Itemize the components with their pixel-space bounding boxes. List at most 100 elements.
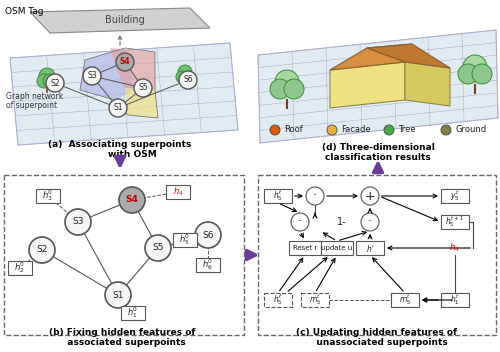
Text: (b) Fixing hidden features of: (b) Fixing hidden features of [49,328,195,337]
Text: $m_5^t$: $m_5^t$ [309,293,321,307]
Circle shape [83,67,101,85]
Circle shape [472,64,492,84]
Text: $m_5^t$: $m_5^t$ [399,293,411,307]
Circle shape [116,53,134,71]
Circle shape [134,79,152,97]
Text: ·: · [368,215,372,228]
Text: associated superpoints: associated superpoints [58,338,186,347]
Text: classification results: classification results [325,153,431,162]
Bar [441,293,469,307]
Text: OSM Tag: OSM Tag [5,7,44,16]
Text: $h_6^0$: $h_6^0$ [202,258,213,272]
Polygon shape [30,8,210,33]
Bar [196,258,220,272]
Circle shape [361,213,379,231]
Text: ·: · [298,215,302,228]
Circle shape [458,64,478,84]
Text: Roof: Roof [284,126,303,134]
Text: $h_5^t$: $h_5^t$ [273,293,283,307]
Circle shape [195,222,221,248]
Bar [441,189,469,203]
Circle shape [179,71,197,89]
Polygon shape [330,48,405,70]
Circle shape [463,55,487,79]
Bar [8,261,32,275]
Text: Graph network: Graph network [6,92,63,101]
Bar [4,175,244,335]
Bar [321,241,353,255]
Bar [166,185,190,199]
Circle shape [119,187,145,213]
Text: S4: S4 [120,57,130,67]
Text: S1: S1 [112,290,124,300]
Circle shape [441,125,451,135]
Bar [289,241,321,255]
Circle shape [65,209,91,235]
Polygon shape [330,62,405,108]
Circle shape [178,65,192,79]
Circle shape [105,282,131,308]
Text: S5: S5 [138,83,148,93]
Bar [441,215,469,229]
Text: $h_4$: $h_4$ [450,242,460,254]
Text: $y_5^t$: $y_5^t$ [450,189,460,203]
Text: Building: Building [105,15,145,25]
Circle shape [43,74,57,88]
Text: S3: S3 [72,218,84,226]
Text: $h_2^0$: $h_2^0$ [14,260,26,276]
Circle shape [29,237,55,263]
Text: $h_4$: $h_4$ [172,186,184,198]
Circle shape [270,79,290,99]
Text: $h_3^0$: $h_3^0$ [42,189,54,203]
Text: (d) Three-dimensional: (d) Three-dimensional [322,143,434,152]
Circle shape [361,187,379,205]
Polygon shape [110,48,155,90]
Text: S1: S1 [113,103,123,113]
Bar [356,241,384,255]
Text: Reset r: Reset r [293,245,317,251]
Circle shape [291,213,309,231]
Text: S3: S3 [87,71,97,81]
Text: of superpoint: of superpoint [6,101,57,110]
Text: $h_1^t$: $h_1^t$ [450,293,460,307]
Polygon shape [125,88,158,118]
Text: unassociated superpoints: unassociated superpoints [306,338,448,347]
Bar [301,293,329,307]
Polygon shape [405,62,450,106]
Text: S5: S5 [152,244,164,252]
Text: $h_5^{t+1}$: $h_5^{t+1}$ [446,215,464,230]
Circle shape [46,74,64,92]
Text: with OSM: with OSM [83,150,157,159]
Bar [173,233,197,247]
Text: $h_1^0$: $h_1^0$ [128,306,138,320]
Circle shape [145,235,171,261]
Text: Tree: Tree [398,126,415,134]
Text: update u: update u [322,245,352,251]
Circle shape [327,125,337,135]
Circle shape [306,187,324,205]
Text: Ground: Ground [455,126,486,134]
Text: (a)  Associating superpoints: (a) Associating superpoints [48,140,192,149]
Text: $h_5^0$: $h_5^0$ [180,233,190,247]
Circle shape [37,74,51,88]
Text: $h'$: $h'$ [366,243,374,253]
Polygon shape [10,43,238,145]
Polygon shape [258,30,498,143]
Text: S6: S6 [183,75,193,84]
Text: S6: S6 [202,231,214,239]
Circle shape [270,125,280,135]
Text: (c) Updating hidden features of: (c) Updating hidden features of [296,328,458,337]
Polygon shape [80,48,135,100]
Bar [258,175,496,335]
Circle shape [182,71,194,83]
Text: ·: · [313,189,317,202]
Text: $h_5^t$: $h_5^t$ [273,189,283,203]
Circle shape [384,125,394,135]
Bar [121,306,145,320]
Bar [391,293,419,307]
Polygon shape [367,44,450,68]
Text: 1-: 1- [337,217,347,227]
Circle shape [275,70,299,94]
Text: S2: S2 [36,245,48,254]
Text: Facade: Facade [341,126,370,134]
